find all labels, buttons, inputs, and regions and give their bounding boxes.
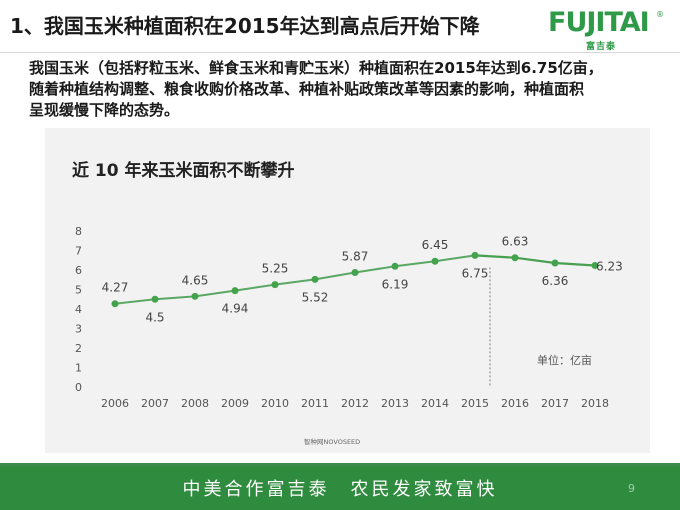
data-point-marker: [151, 295, 159, 303]
data-label: 6.63: [502, 235, 529, 249]
description-paragraph: 我国玉米（包括籽粒玉米、鲜食玉米和青贮玉米）种植面积在2015年达到6.75亿亩…: [29, 58, 669, 121]
data-label: 6.23: [596, 260, 623, 274]
footer-divider: [0, 463, 680, 466]
x-tick-label: 2011: [301, 397, 329, 410]
footer-slogan: 中美合作富吉泰 农民发家致富快: [182, 479, 498, 500]
logo-subtitle: 富吉泰: [586, 42, 617, 52]
data-point-marker: [431, 257, 439, 265]
data-point-marker: [231, 287, 239, 295]
slide-title: 1、我国玉米种植面积在2015年达到高点后开始下降: [10, 14, 480, 38]
data-point-marker: [391, 262, 399, 270]
logo-registered-mark: ®: [656, 10, 664, 19]
data-point-marker: [511, 254, 519, 262]
data-label: 6.36: [542, 274, 569, 288]
x-tick-label: 2006: [101, 397, 129, 410]
chart-panel: 近 10 年来玉米面积不断攀升 0 1 2 3 4 5 6 7 8 2006 2007 2008 2009…: [45, 128, 650, 453]
data-point-marker: [311, 275, 319, 283]
unit-note: 单位：亿亩: [537, 353, 592, 367]
data-point-marker: [351, 269, 359, 277]
data-label: 5.25: [262, 262, 289, 276]
series-line-historical: [114, 254, 476, 305]
page-number: 9: [628, 482, 635, 495]
x-tick-label: 2014: [421, 397, 449, 410]
x-tick-label: 2007: [141, 397, 169, 410]
y-tick-label: 8: [75, 225, 82, 238]
x-tick-label: 2010: [261, 397, 289, 410]
x-tick-label: 2009: [221, 397, 249, 410]
x-tick-label: 2015: [461, 397, 489, 410]
data-label: 5.52: [302, 290, 329, 304]
description-line: 我国玉米（包括籽粒玉米、鲜食玉米和青贮玉米）种植面积在2015年达到6.75亿亩…: [29, 59, 603, 77]
data-label: 6.45: [422, 238, 449, 252]
logo-wordmark: FUJITAI: [548, 7, 650, 38]
chart-title: 近 10 年来玉米面积不断攀升: [72, 160, 295, 181]
y-tick-label: 4: [75, 303, 82, 316]
x-tick-label: 2008: [181, 397, 209, 410]
data-label: 4.94: [222, 302, 249, 316]
data-label: 4.65: [182, 273, 209, 287]
title-divider: [0, 52, 680, 53]
data-point-marker: [191, 292, 199, 300]
data-label: 5.87: [342, 250, 369, 264]
series-line-forecast: [474, 254, 596, 267]
data-label: 6.75: [462, 266, 489, 280]
x-tick-label: 2017: [541, 397, 569, 410]
fujitai-logo: FUJITAI ® 富吉泰: [548, 8, 668, 54]
description-line: 呈现缓慢下降的态势。: [29, 101, 180, 119]
data-point-marker: [111, 300, 119, 308]
y-tick-label: 6: [75, 264, 82, 277]
x-tick-label: 2012: [341, 397, 369, 410]
data-point-marker: [271, 281, 279, 289]
y-tick-label: 2: [75, 342, 82, 355]
data-label: 6.19: [382, 277, 409, 291]
y-tick-label: 5: [75, 284, 82, 297]
data-label: 4.5: [145, 310, 164, 324]
data-point-marker: [471, 251, 479, 259]
footer-band: [0, 466, 680, 510]
data-point-marker: [551, 259, 559, 267]
description-line: 随着种植结构调整、粮食收购价格改革、种植补贴政策改革等因素的影响，种植面积: [29, 80, 585, 98]
y-tick-label: 7: [75, 245, 82, 258]
y-tick-label: 0: [75, 381, 82, 394]
x-tick-label: 2013: [381, 397, 409, 410]
y-tick-label: 3: [75, 323, 82, 336]
source-note: 智种网NOVOSEED: [304, 437, 360, 446]
y-tick-label: 1: [75, 362, 82, 375]
data-label: 4.27: [102, 281, 129, 295]
data-point-marker: [591, 262, 599, 270]
x-tick-label: 2016: [501, 397, 529, 410]
line-chart: 近 10 年来玉米面积不断攀升 0 1 2 3 4 5 6 7 8 2006 2007 2008 2009…: [72, 160, 623, 446]
x-tick-label: 2018: [581, 397, 609, 410]
